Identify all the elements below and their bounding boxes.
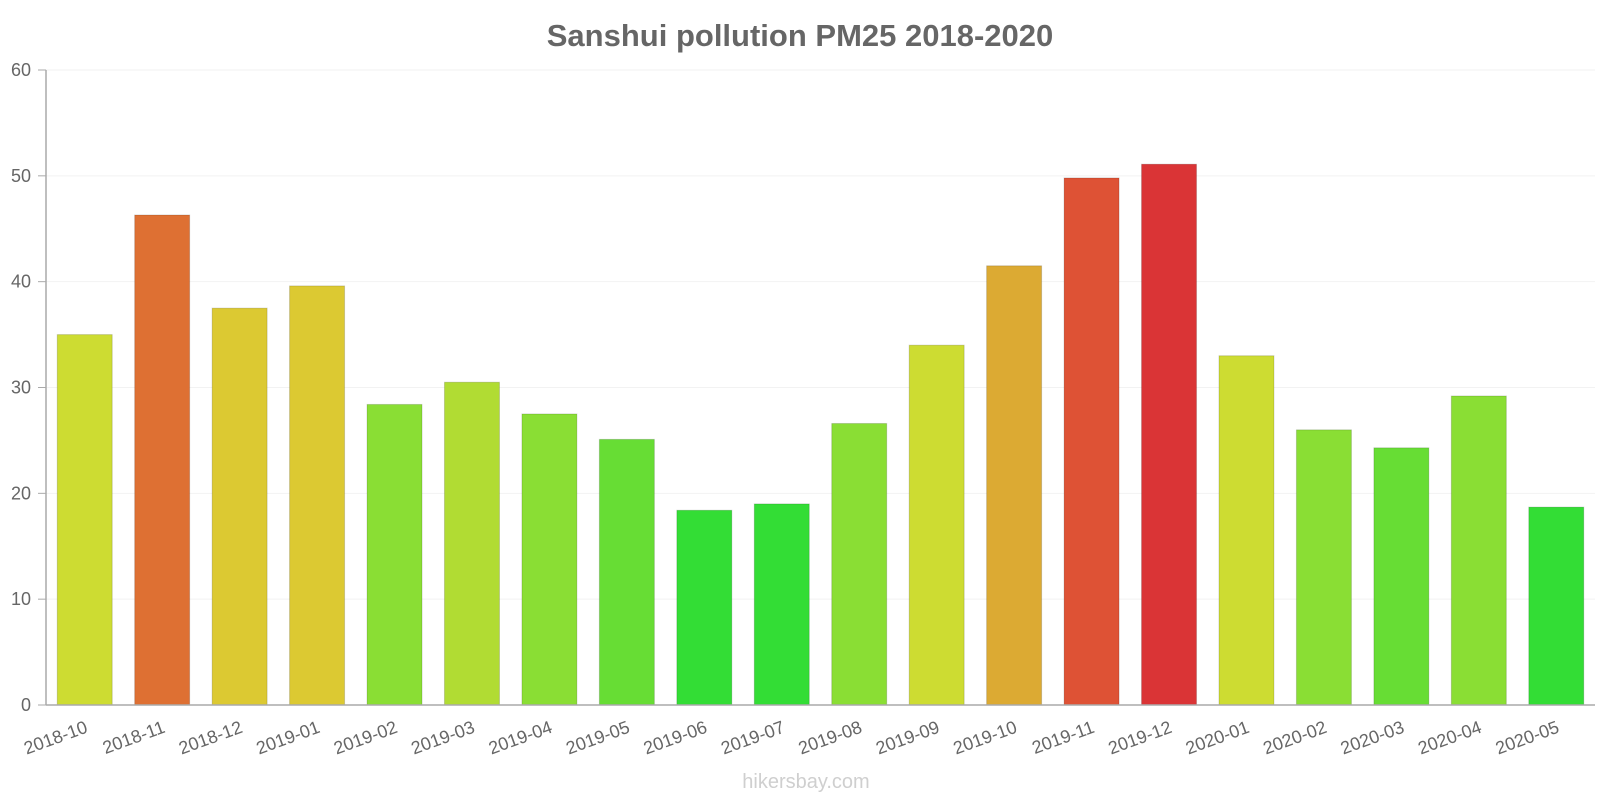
x-tick-label: 2018-11 [100, 717, 168, 758]
bar-2019-04[interactable] [521, 413, 578, 706]
y-tick-label: 60 [11, 60, 31, 80]
x-tick-label: 2020-05 [1493, 717, 1562, 758]
y-axis-ticks: 0 10 20 30 40 50 60 [11, 60, 46, 715]
bar-2019-11[interactable] [1063, 177, 1120, 706]
x-axis-ticks: 2018-10 2018-11 2018-12 2019-01 2019-02 2019-… [21, 717, 1561, 758]
y-tick-label: 0 [21, 695, 31, 715]
bar-2018-11[interactable] [134, 214, 191, 706]
bar-2018-12[interactable] [211, 307, 268, 706]
y-tick-label: 10 [11, 589, 31, 609]
x-tick-label: 2018-10 [21, 717, 90, 758]
y-tick-label: 40 [11, 272, 31, 292]
bar-2019-07[interactable] [753, 503, 810, 706]
chart-title: Sanshui pollution PM25 2018-2020 [547, 18, 1054, 53]
bar-2019-09[interactable] [908, 344, 965, 706]
x-tick-label: 2020-02 [1260, 717, 1329, 758]
x-tick-label: 2019-03 [408, 717, 477, 758]
x-tick-label: 2018-12 [176, 717, 245, 758]
bars [56, 163, 1585, 706]
x-tick-label: 2020-03 [1338, 717, 1407, 758]
bar-2019-10[interactable] [986, 265, 1043, 706]
x-tick-label: 2019-06 [641, 717, 710, 758]
y-tick-label: 20 [11, 483, 31, 503]
bar-2020-03[interactable] [1373, 447, 1430, 706]
bar-2020-05[interactable] [1528, 506, 1585, 706]
bar-2020-01[interactable] [1218, 355, 1275, 706]
x-tick-label: 2019-10 [951, 717, 1020, 758]
x-tick-label: 2019-08 [796, 717, 865, 758]
bar-2019-08[interactable] [831, 422, 888, 706]
x-tick-label: 2020-01 [1183, 717, 1252, 758]
bar-2019-03[interactable] [443, 381, 500, 706]
bar-2020-02[interactable] [1295, 429, 1352, 706]
bar-2018-10[interactable] [56, 334, 113, 706]
x-tick-label: 2019-02 [331, 717, 400, 758]
bar-2019-06[interactable] [676, 509, 733, 706]
bar-2019-05[interactable] [598, 438, 655, 706]
x-tick-label: 2019-05 [563, 717, 632, 758]
x-tick-label: 2019-04 [486, 717, 555, 758]
y-tick-label: 30 [11, 378, 31, 398]
grid-lines [46, 69, 1595, 600]
x-tick-label: 2019-12 [1105, 717, 1174, 758]
bar-2019-02[interactable] [366, 403, 423, 706]
bar-2019-01[interactable] [289, 285, 346, 706]
x-tick-label: 2020-04 [1415, 717, 1484, 758]
x-tick-label: 2019-07 [718, 717, 787, 758]
bar-2019-12[interactable] [1141, 163, 1198, 706]
watermark: hikersbay.com [742, 771, 869, 793]
x-tick-label: 2019-09 [873, 717, 942, 758]
bar-2020-04[interactable] [1450, 395, 1507, 706]
x-tick-label: 2019-01 [254, 717, 323, 758]
y-tick-label: 50 [11, 166, 31, 186]
x-tick-label: 2019-11 [1029, 717, 1097, 758]
